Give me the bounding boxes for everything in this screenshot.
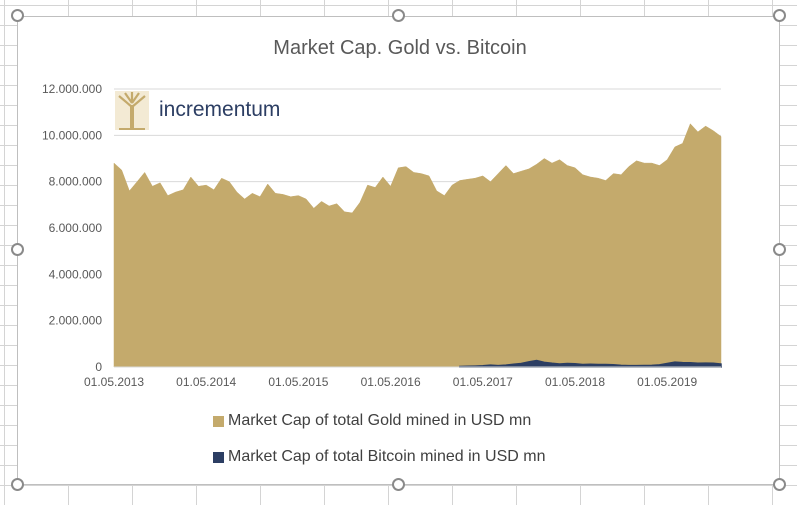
chart-object[interactable]: Market Cap. Gold vs. Bitcoin 0 2.000.000 4… — [17, 16, 780, 485]
logo-text: incrementum — [159, 98, 280, 121]
chart-title: Market Cap. Gold vs. Bitcoin — [273, 37, 526, 59]
legend-item-gold: Market Cap of total Gold mined in USD mn — [213, 412, 733, 430]
x-tick-label: 01.05.2019 — [637, 375, 697, 389]
chart-canvas: Market Cap. Gold vs. Bitcoin 0 2.000.000 4… — [42, 37, 722, 389]
y-tick-label: 6.000.000 — [49, 221, 103, 235]
x-tick-label: 01.05.2018 — [545, 375, 605, 389]
y-tick-label: 0 — [95, 360, 102, 374]
legend-label-gold: Market Cap of total Gold mined in USD mn — [228, 412, 532, 429]
y-tick-label: 10.000.000 — [42, 128, 102, 142]
y-tick-label: 2.000.000 — [49, 314, 103, 328]
gold-area-series — [113, 123, 722, 368]
legend-label-bitcoin: Market Cap of total Bitcoin mined in USD… — [228, 448, 546, 465]
plot-areas — [113, 123, 722, 368]
y-tick-label: 8.000.000 — [49, 175, 103, 189]
y-axis-labels: 0 2.000.000 4.000.000 6.000.000 8.000.000 10.… — [42, 82, 102, 374]
resize-handle-top[interactable] — [392, 9, 405, 22]
bitcoin-area-series — [459, 359, 722, 368]
resize-handle-bottom-right[interactable] — [773, 478, 786, 491]
x-tick-label: 01.05.2015 — [268, 375, 328, 389]
legend-swatch-bitcoin — [213, 451, 224, 463]
legend-item-bitcoin: Market Cap of total Bitcoin mined in USD… — [213, 448, 733, 466]
legend-swatch-gold — [213, 415, 224, 427]
resize-handle-bottom[interactable] — [392, 478, 405, 491]
x-tick-label: 01.05.2013 — [84, 375, 144, 389]
x-tick-label: 01.05.2014 — [176, 375, 236, 389]
resize-handle-right[interactable] — [773, 243, 786, 256]
incrementum-logo: incrementum — [115, 91, 280, 130]
x-tick-label: 01.05.2017 — [453, 375, 513, 389]
x-axis-labels: 01.05.2013 01.05.2014 01.05.2015 01.05.2016… — [84, 375, 698, 389]
tree-icon — [115, 91, 149, 130]
y-tick-label: 12.000.000 — [42, 82, 102, 96]
resize-handle-top-left[interactable] — [11, 9, 24, 22]
resize-handle-bottom-left[interactable] — [11, 478, 24, 491]
x-tick-label: 01.05.2016 — [361, 375, 421, 389]
resize-handle-left[interactable] — [11, 243, 24, 256]
y-tick-label: 4.000.000 — [49, 267, 103, 281]
resize-handle-top-right[interactable] — [773, 9, 786, 22]
